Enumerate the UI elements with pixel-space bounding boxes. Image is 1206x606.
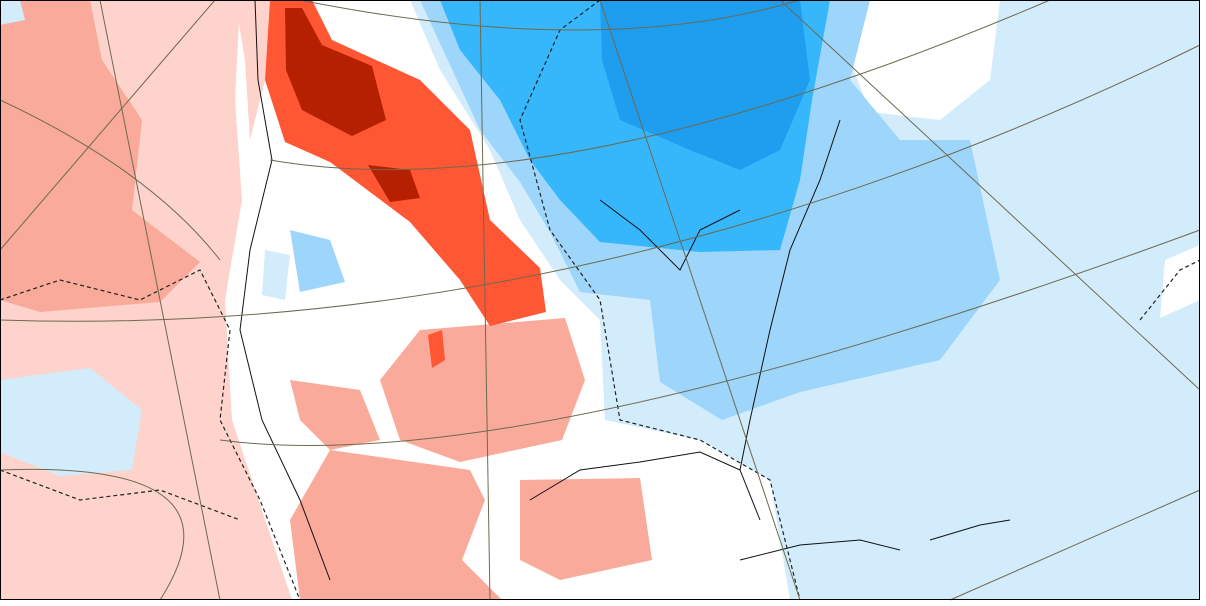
contour xyxy=(0,269,301,601)
graticule xyxy=(219,229,1201,446)
graticule xyxy=(599,0,801,601)
hot-area xyxy=(428,330,445,368)
graticule xyxy=(949,489,1201,601)
graticule xyxy=(299,0,801,31)
warm-area xyxy=(290,450,502,600)
graticule xyxy=(269,0,1051,171)
graticule xyxy=(0,99,221,261)
coastline xyxy=(239,0,331,581)
warm-area xyxy=(0,0,200,312)
graticule xyxy=(0,44,1201,322)
cool-patch xyxy=(290,230,345,292)
cool-patch xyxy=(262,250,290,300)
contour xyxy=(0,469,241,521)
neutral-area xyxy=(1160,245,1200,318)
warm-area xyxy=(290,380,380,450)
coastline xyxy=(529,119,841,521)
very-hot-area xyxy=(285,8,386,136)
very-cold-area xyxy=(600,0,810,170)
coastline xyxy=(739,519,1011,561)
cool-patch xyxy=(0,0,25,25)
graticule xyxy=(0,468,185,601)
graticule xyxy=(0,0,216,251)
light-warm-area xyxy=(235,0,270,140)
coastline xyxy=(599,199,741,271)
graticule xyxy=(779,0,1201,391)
graticule xyxy=(99,0,221,601)
neutral-area xyxy=(850,0,1000,120)
contour xyxy=(1139,259,1201,321)
cool-patch xyxy=(0,368,142,476)
warm-area xyxy=(520,478,652,580)
graticule xyxy=(479,0,491,601)
very-hot-area xyxy=(368,165,420,202)
